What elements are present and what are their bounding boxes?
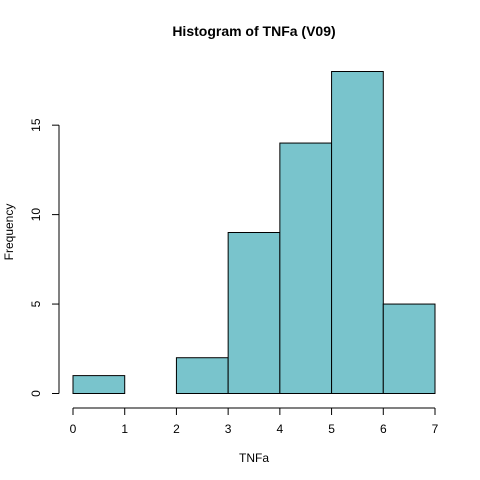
- y-axis: 0 5 10 15: [29, 118, 60, 397]
- histogram-bar-0-1: [72, 375, 126, 395]
- x-axis: 0 1 2 3 4 5 6 7: [70, 407, 439, 436]
- chart-title: Histogram of TNFa (V09): [172, 23, 335, 39]
- histogram-bar-3-4: [227, 232, 281, 394]
- x-tick-label: 0: [70, 422, 77, 436]
- x-tick-label: 7: [432, 422, 439, 436]
- y-tick-label: 15: [29, 118, 43, 132]
- y-axis-label: Frequency: [2, 204, 16, 261]
- histogram-bar-5-6: [331, 71, 384, 394]
- x-tick-label: 3: [225, 422, 232, 436]
- histogram-bar-2-3: [175, 357, 229, 395]
- bars-group: [72, 71, 436, 395]
- x-tick-label: 1: [121, 422, 128, 436]
- x-axis-label: TNFa: [239, 451, 269, 465]
- y-tick-label: 0: [29, 390, 43, 397]
- histogram-bar-6-7: [382, 303, 436, 394]
- histogram-bar-4-5: [279, 142, 333, 394]
- y-tick-label: 5: [29, 300, 43, 307]
- x-tick-label: 5: [328, 422, 335, 436]
- x-tick-label: 4: [277, 422, 284, 436]
- x-tick-label: 6: [380, 422, 387, 436]
- y-tick-label: 10: [29, 208, 43, 222]
- x-tick-label: 2: [173, 422, 180, 436]
